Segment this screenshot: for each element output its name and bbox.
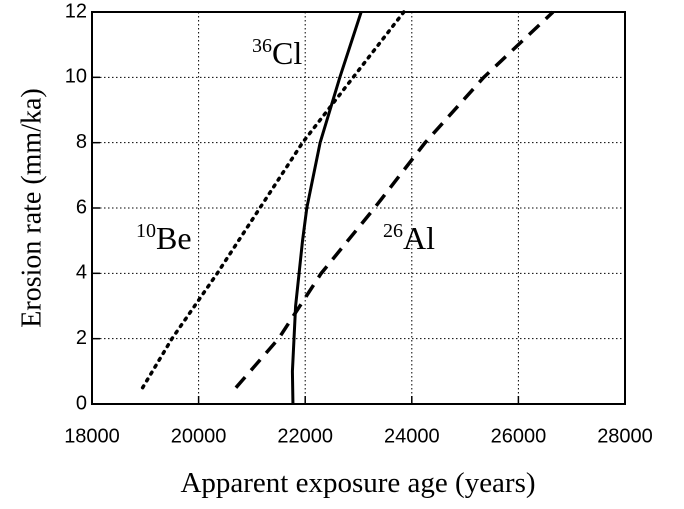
- x-tick-label: 18000: [64, 425, 120, 447]
- y-tick-label: 4: [76, 262, 87, 284]
- x-tick-label: 28000: [597, 425, 653, 447]
- isotope-mass: 10: [136, 220, 156, 242]
- x-axis-label: Apparent exposure age (years): [180, 467, 535, 499]
- y-tick-label: 12: [65, 0, 87, 22]
- x-tick-label: 24000: [384, 425, 440, 447]
- isotope-element: Be: [156, 220, 192, 256]
- isotope-element: Cl: [272, 35, 302, 71]
- isotope-mass: 36: [252, 35, 272, 57]
- y-tick-label: 2: [76, 327, 87, 349]
- isotope-mass: 26: [383, 220, 403, 242]
- y-axis-label: Erosion rate (mm/ka): [16, 88, 47, 327]
- plot-frame: [91, 11, 626, 405]
- isotope-element: Al: [403, 220, 435, 256]
- annotation: 36Cl: [252, 35, 302, 71]
- x-tick-label: 20000: [171, 425, 227, 447]
- y-tick-label: 6: [76, 196, 87, 218]
- y-tick-label: 0: [76, 392, 87, 414]
- annotation: 26Al: [383, 220, 435, 256]
- y-tick-label: 10: [65, 66, 87, 88]
- data-line: [290, 11, 363, 405]
- y-tick-label: 8: [76, 131, 87, 153]
- x-tick-label: 22000: [277, 425, 333, 447]
- data-line: [140, 10, 406, 390]
- annotation: 10Be: [136, 220, 192, 256]
- x-tick-label: 26000: [491, 425, 547, 447]
- data-line: [234, 10, 555, 389]
